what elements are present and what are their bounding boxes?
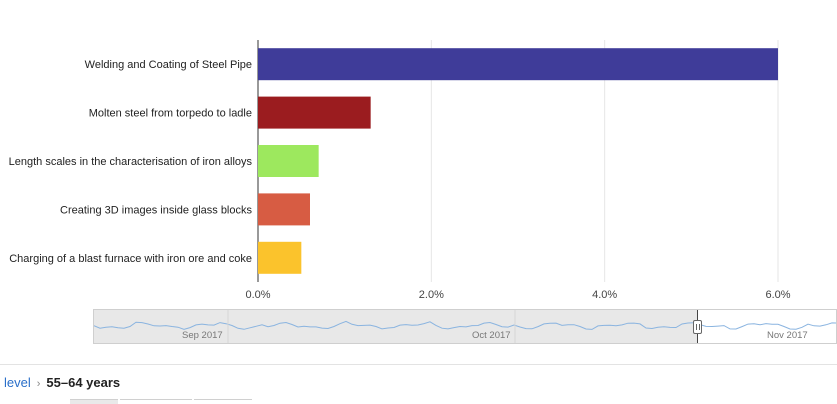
bar[interactable] <box>258 193 310 226</box>
breadcrumb-link-level[interactable]: level <box>4 375 31 390</box>
tab[interactable] <box>120 399 192 404</box>
bar[interactable] <box>258 241 302 274</box>
x-axis-ticks: 0.0% 2.0% 4.0% 6.0% <box>245 289 790 301</box>
bar[interactable] <box>258 145 319 177</box>
breadcrumb-current: 55–64 years <box>46 375 121 390</box>
range-month-label: Oct 2017 <box>472 330 511 341</box>
x-tick-label: 6.0% <box>765 289 790 301</box>
x-tick-label: 0.0% <box>245 289 270 301</box>
category-label: Length scales in the characterisation of… <box>9 156 253 168</box>
x-tick-label: 4.0% <box>592 289 617 301</box>
range-month-label: Sep 2017 <box>182 330 223 341</box>
range-month-label: Nov 2017 <box>767 330 808 341</box>
sparkline-path <box>94 320 836 330</box>
breadcrumb: level › 55–64 years <box>4 375 120 390</box>
category-label: Molten steel from torpedo to ladle <box>89 108 252 120</box>
category-labels: Welding and Coating of Steel Pipe Molten … <box>9 59 253 265</box>
category-label: Welding and Coating of Steel Pipe <box>85 59 252 71</box>
chart-bars <box>258 48 778 274</box>
bar[interactable] <box>258 96 371 129</box>
range-drag-handle[interactable] <box>693 320 702 334</box>
x-tick-label: 2.0% <box>419 289 444 301</box>
category-label: Creating 3D images inside glass blocks <box>60 204 252 216</box>
bar[interactable] <box>258 48 778 81</box>
range-sparkline <box>94 310 836 343</box>
tab[interactable] <box>194 399 252 404</box>
breadcrumb-separator: › <box>36 378 41 390</box>
date-range-selector[interactable]: Sep 2017 Oct 2017 Nov 2017 <box>93 309 837 344</box>
section-divider <box>0 364 837 365</box>
tab[interactable] <box>70 399 118 404</box>
bar-chart: Welding and Coating of Steel Pipe Molten … <box>9 40 791 301</box>
category-label: Charging of a blast furnace with iron or… <box>9 253 252 265</box>
